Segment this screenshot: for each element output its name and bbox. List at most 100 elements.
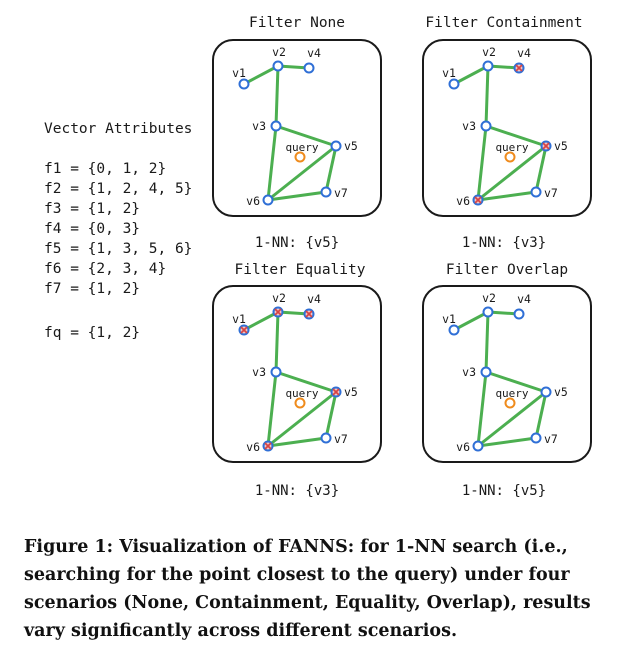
edge-v1-v2: [242, 64, 280, 86]
edge-v3-v5: [274, 124, 338, 148]
edge-v5-v7: [534, 144, 548, 194]
panel-filter-overlap: Filter Overlap v1 v2 v3 v4 v5 v6 v7 query 1-NN:…: [422, 262, 592, 499]
edge-v3-v5: [274, 370, 338, 394]
label-v7: v7: [544, 432, 558, 446]
label-v5: v5: [344, 385, 358, 399]
edge-v3-v5: [484, 370, 548, 394]
edge-v2-v3: [484, 64, 490, 128]
node-v2: [482, 60, 494, 72]
edge-v3-v6: [266, 124, 278, 202]
label-v1: v1: [232, 312, 246, 326]
label-v4: v4: [517, 46, 531, 60]
edge-v5-v6: [266, 390, 338, 448]
edge-v5-v7: [324, 144, 338, 194]
excluded-mark-icon: [332, 388, 340, 396]
excluded-mark-icon: [305, 310, 313, 318]
node-query: [294, 397, 306, 409]
label-v7: v7: [334, 186, 348, 200]
node-v2: [482, 306, 494, 318]
node-v1: [448, 78, 460, 90]
label-v3: v3: [462, 119, 476, 133]
panel-result: 1-NN: {v5}: [462, 483, 546, 499]
node-v3: [480, 366, 492, 378]
node-v7: [320, 432, 332, 444]
node-query: [504, 397, 516, 409]
label-v6: v6: [246, 440, 260, 454]
panel-filter-equality: Filter Equality v1 v2 v3 v4 v5 v6 v7 query 1-NN…: [212, 262, 382, 499]
attribute-f5: f5 = {1, 3, 5, 6}: [44, 241, 192, 257]
attribute-f2: f2 = {1, 2, 4, 5}: [44, 181, 192, 197]
node-v2: [272, 60, 284, 72]
fanns-figure: Vector Attributes f1 = {0, 1, 2} f2 = {1…: [44, 15, 592, 499]
label-v3: v3: [462, 365, 476, 379]
edge-v6-v7: [266, 190, 328, 202]
panel-title: Filter Containment: [425, 15, 582, 31]
edge-v5-v6: [476, 390, 548, 448]
label-v4: v4: [517, 292, 531, 306]
panel-frame: [212, 285, 382, 463]
label-v6: v6: [456, 440, 470, 454]
label-v3: v3: [252, 365, 266, 379]
edge-v2-v3: [274, 64, 280, 128]
edge-v2-v3: [484, 310, 490, 374]
label-v2: v2: [272, 45, 286, 59]
attribute-f3: f3 = {1, 2}: [44, 201, 140, 217]
panel-frame: [422, 285, 592, 463]
node-v7: [530, 186, 542, 198]
node-v7: [320, 186, 332, 198]
node-query: [294, 151, 306, 163]
excluded-mark-icon: [240, 326, 248, 334]
excluded-mark-icon: [474, 196, 482, 204]
label-v2: v2: [272, 291, 286, 305]
edge-v3-v5: [484, 124, 548, 148]
attribute-f7: f7 = {1, 2}: [44, 281, 140, 297]
edge-v1-v2: [452, 310, 490, 332]
panel-filter-containment: Filter Containment v1 v2 v3 v4 v5 v6 v7 query 1…: [422, 15, 592, 251]
edge-v6-v7: [476, 436, 538, 448]
label-query: query: [495, 141, 528, 154]
excluded-mark-icon: [274, 308, 282, 316]
panel-filter-none: Filter None v1 v2 v3 v4 v5 v6 v7 query 1-NN: {v…: [212, 15, 382, 251]
label-v5: v5: [344, 139, 358, 153]
excluded-mark-icon: [515, 64, 523, 72]
label-v4: v4: [307, 46, 321, 60]
edge-v5-v6: [266, 144, 338, 202]
label-query: query: [285, 141, 318, 154]
edge-v3-v6: [476, 124, 488, 202]
label-v2: v2: [482, 291, 496, 305]
node-v6: [472, 440, 484, 452]
panel-result: 1-NN: {v3}: [255, 483, 339, 499]
node-v3: [270, 366, 282, 378]
edge-v1-v2: [452, 64, 490, 86]
label-v7: v7: [544, 186, 558, 200]
label-v6: v6: [246, 194, 260, 208]
node-v3: [480, 120, 492, 132]
edge-v3-v6: [266, 370, 278, 448]
edge-v5-v6: [476, 144, 548, 202]
label-v5: v5: [554, 139, 568, 153]
node-v5: [540, 386, 552, 398]
label-query: query: [285, 387, 318, 400]
attribute-f1: f1 = {0, 1, 2}: [44, 161, 166, 177]
panel-result: 1-NN: {v5}: [255, 235, 339, 251]
node-v1: [448, 324, 460, 336]
node-v5: [330, 140, 342, 152]
edge-v5-v7: [324, 390, 338, 440]
edge-v3-v6: [476, 370, 488, 448]
panel-result: 1-NN: {v3}: [462, 235, 546, 251]
edge-v5-v7: [534, 390, 548, 440]
graph: v1 v2 v3 v4 v5 v6 v7 query: [442, 291, 568, 454]
node-v4: [513, 308, 525, 320]
attribute-f4: f4 = {0, 3}: [44, 221, 140, 237]
attribute-f6: f6 = {2, 3, 4}: [44, 261, 166, 277]
label-query: query: [495, 387, 528, 400]
label-v1: v1: [232, 66, 246, 80]
panel-title: Filter None: [249, 15, 345, 31]
label-v1: v1: [442, 66, 456, 80]
panel-title: Filter Equality: [235, 262, 366, 278]
edge-v2-v3: [274, 310, 280, 374]
panel-frame: [212, 39, 382, 217]
node-v6: [262, 194, 274, 206]
attributes-heading: Vector Attributes: [44, 121, 192, 137]
label-v2: v2: [482, 45, 496, 59]
